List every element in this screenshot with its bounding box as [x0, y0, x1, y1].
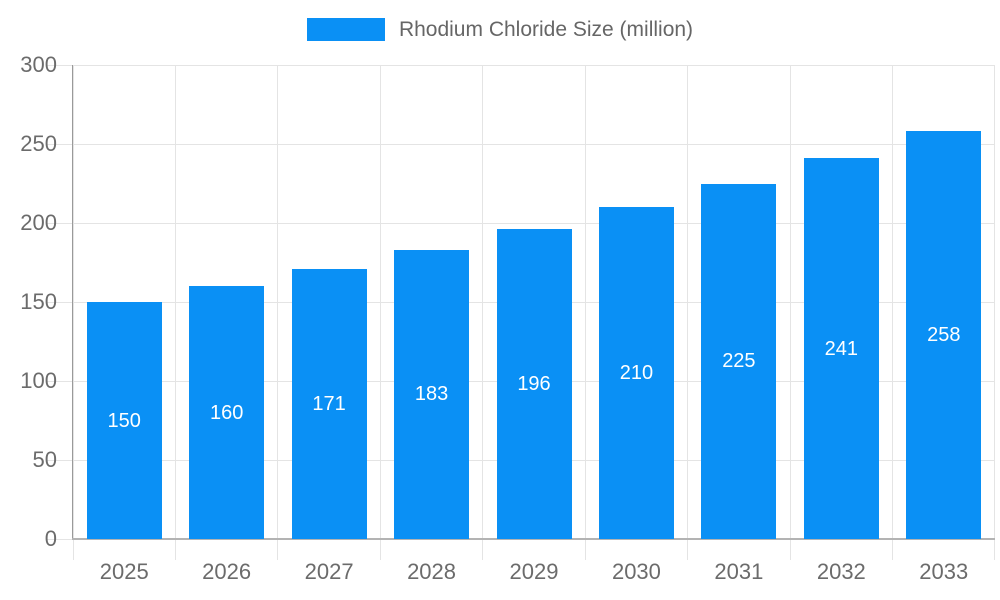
y-tick-label: 50 — [32, 447, 57, 472]
bar[interactable]: 196 — [496, 229, 572, 539]
x-tick-label: 2028 — [407, 559, 457, 584]
x-gridline — [994, 65, 995, 560]
bar-value-label: 225 — [722, 350, 756, 373]
y-tick-label: 0 — [44, 526, 57, 551]
x-gridline — [789, 65, 791, 560]
bar-value-label: 241 — [824, 337, 859, 360]
bar-value-label: 210 — [619, 362, 654, 385]
bar[interactable]: 210 — [598, 207, 674, 539]
x-axis-line — [72, 538, 995, 540]
bar[interactable]: 241 — [803, 158, 879, 539]
y-gridline — [47, 143, 995, 145]
x-tick-label: 2032 — [816, 559, 866, 584]
bar-value-label: 150 — [107, 409, 141, 432]
x-gridline — [174, 65, 176, 560]
y-tick-label: 100 — [20, 368, 57, 393]
x-tick-label: 2029 — [509, 559, 559, 584]
x-tick-label: 2031 — [714, 559, 764, 584]
x-gridline — [277, 65, 279, 560]
bar[interactable]: 183 — [394, 249, 470, 539]
x-gridline — [379, 65, 381, 560]
legend-label: Rhodium Chloride Size (million) — [398, 18, 694, 41]
x-gridline — [72, 65, 74, 560]
bar-value-label: 183 — [414, 383, 449, 406]
y-tick-label: 200 — [20, 210, 57, 235]
legend-swatch — [306, 18, 385, 41]
y-tick-label: 300 — [20, 52, 57, 77]
y-gridline — [47, 64, 995, 66]
x-gridline — [482, 65, 484, 560]
bar[interactable]: 258 — [906, 131, 982, 539]
x-gridline — [892, 65, 894, 560]
x-tick-label: 2025 — [99, 559, 149, 584]
bar[interactable]: 225 — [701, 183, 777, 539]
bar-value-label: 196 — [517, 373, 551, 396]
bar[interactable]: 171 — [291, 268, 367, 539]
x-tick-label: 2033 — [919, 559, 969, 584]
y-tick-label: 250 — [20, 131, 57, 156]
bar-value-label: 171 — [312, 392, 346, 415]
bar-value-label: 160 — [209, 401, 244, 424]
y-tick-label: 150 — [20, 289, 57, 314]
legend[interactable]: Rhodium Chloride Size (million) — [0, 17, 1000, 42]
x-tick-label: 2027 — [304, 559, 354, 584]
x-gridline — [687, 65, 689, 560]
x-gridline — [584, 65, 586, 560]
plot-area: 150 160 171 183 196 210 225 241 258 — [47, 64, 995, 560]
y-axis-line — [72, 65, 73, 539]
x-tick-label: 2026 — [202, 559, 252, 584]
bar[interactable]: 150 — [86, 302, 162, 539]
x-tick-label: 2030 — [611, 559, 661, 584]
bar[interactable]: 160 — [189, 286, 265, 539]
y-gridline — [47, 222, 995, 224]
bar-value-label: 258 — [927, 324, 961, 347]
